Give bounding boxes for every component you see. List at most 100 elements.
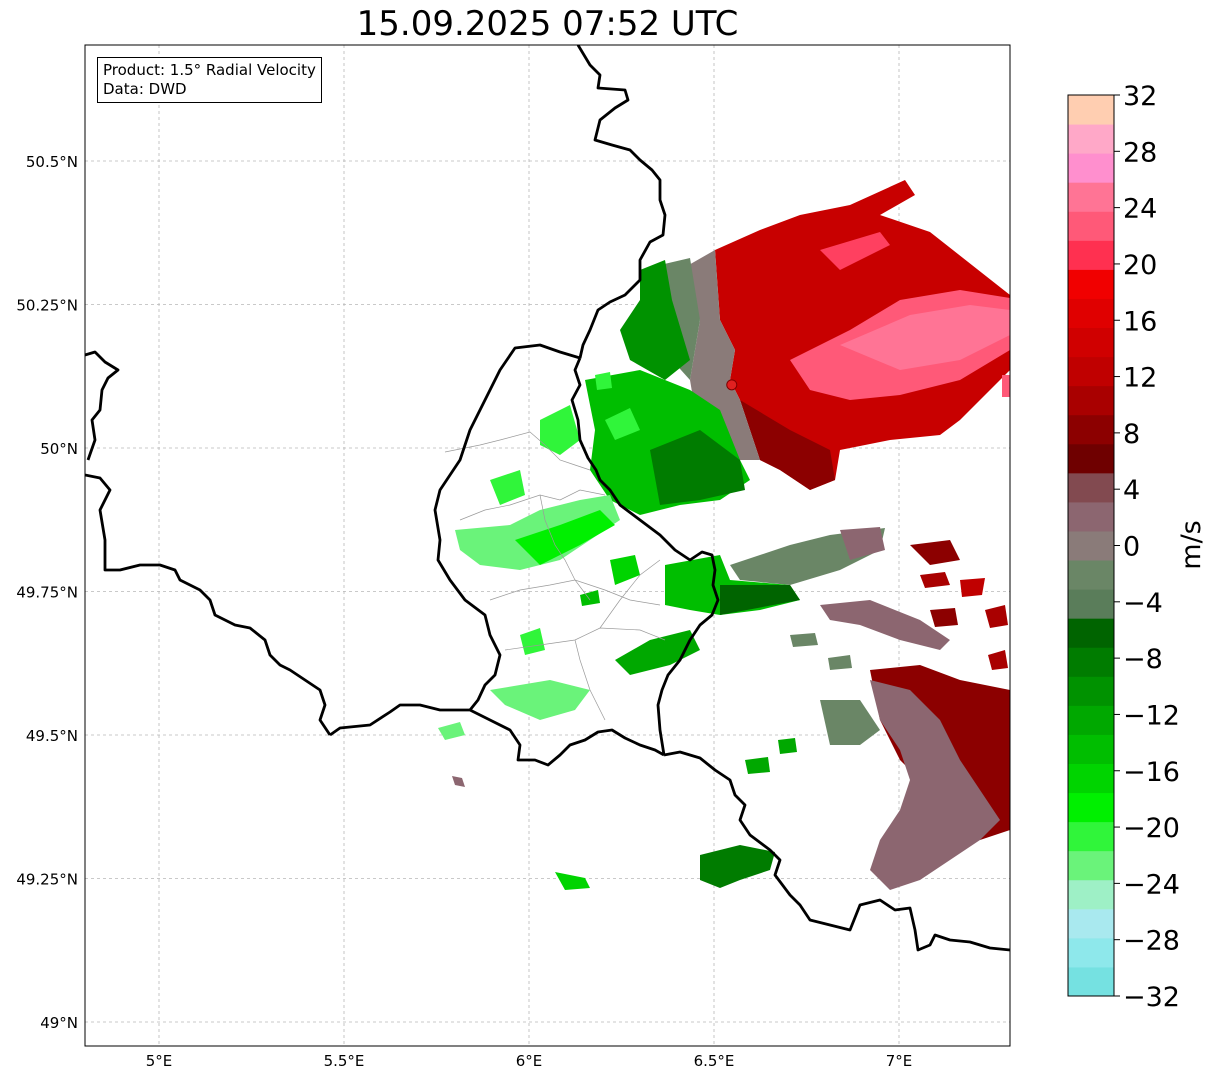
colorbar-band [1068,850,1114,881]
colorbar-band [1068,153,1114,183]
echo-se-grey [870,680,1000,890]
echo-grey-sse-red [840,527,885,560]
lat-tick-label: 49.5°N [26,727,78,745]
lon-tick-label: 6°E [516,1052,543,1070]
lat-tick-label: 49.75°N [16,584,78,602]
echo-approach-ssw [615,630,700,675]
colorbar-band [1068,95,1114,125]
echo-lux-6 [520,628,545,655]
colorbar-band [1068,327,1114,358]
echo-lux-5 [490,680,590,720]
colorbar-tick-label: 20 [1123,250,1157,281]
echo-sm-grey-1 [790,633,818,647]
border-fr-lux [329,703,665,767]
colorbar-band [1068,472,1114,503]
colorbar-band [1068,560,1114,590]
colorbar-band [1068,589,1114,619]
echo-lux-10 [595,372,612,390]
echo-sm-green-1 [745,757,770,774]
colorbar-band [1068,124,1114,154]
border-fr-de [663,750,1010,952]
colorbar-band [1068,763,1114,794]
echo-e-red-6 [930,608,958,627]
border-de-be-north [576,45,667,359]
echo-e-red-5 [988,650,1008,670]
colorbar-band [1068,734,1114,764]
echo-e-grey [820,600,950,650]
border-lux-east [570,357,720,756]
colorbar-band [1068,908,1114,939]
echo-receding-pink-light [840,305,1010,370]
colorbar-tick-label: −20 [1123,813,1180,844]
echo-approach-nw [620,260,690,380]
info-box: Product: 1.5° Radial Velocity Data: DWD [97,57,322,103]
border-be-nl [85,350,120,461]
colorbar-band [1068,501,1114,532]
map-border [84,44,1011,1047]
colorbar-tick-label: −12 [1123,700,1180,731]
map-title: 15.09.2025 07:52 UTC [356,4,739,44]
colorbar-band [1068,414,1114,445]
lon-tick-label: 7°E [886,1052,913,1070]
echo-lux-7 [438,722,465,740]
echo-receding-pink-streak [820,232,890,270]
lon-tick-label: 5.5°E [324,1052,365,1070]
colorbar-tick-label: 0 [1123,532,1140,563]
colorbar-band [1068,269,1114,299]
colorbar-tick-label: −4 [1123,588,1163,619]
colorbar-band [1068,618,1114,648]
colorbar-band [1068,676,1114,706]
colorbar-band [1068,298,1114,329]
echo-sm-grey-2 [828,655,852,670]
data-source-label: Data: DWD [103,80,187,98]
colorbar-band [1068,443,1114,474]
lon-tick-label: 5°E [146,1052,173,1070]
colorbar-tick-label: 4 [1123,475,1140,506]
colorbar-tick-label: −8 [1123,644,1163,675]
echo-approach-s-dark [720,585,800,615]
echo-se-grey-green [820,700,880,745]
colorbar-tick-label: −28 [1123,926,1180,957]
colorbar-tick-label: 32 [1123,81,1157,112]
colorbar-tick-label: −16 [1123,757,1180,788]
echo-small-red-dot [452,776,465,787]
border-fr-be [85,473,332,736]
echo-approach-south-far [700,845,775,888]
colorbar-band [1068,966,1114,997]
latitude-labels: 49°N 49.25°N 49.5°N 49.75°N 50°N 50.25°N 50.5°… [16,153,78,1032]
echo-lux-3-bright [515,510,615,565]
colorbar-ticks: 32 28 24 20 16 12 8 4 0 −4 −8 −12 −16 −20 −24 −28 −32 [1114,81,1180,1013]
echo-receding-ne-dark [740,400,835,490]
echo-e-red-3 [960,578,985,597]
colorbar-band [1068,240,1114,270]
colorbar-tick-label: 12 [1123,363,1157,394]
echo-lux-8 [580,590,600,606]
product-label: Product: 1.5° Radial Velocity [103,61,316,79]
colorbar-band [1068,937,1114,968]
radar-echoes [438,180,1010,890]
colorbar-band [1068,182,1114,212]
colorbar-band [1068,385,1114,416]
colorbar-tick-label: 24 [1123,194,1157,225]
colorbar-tick-label: −32 [1123,982,1180,1013]
colorbar-bands [1068,95,1114,997]
echo-lux-4 [610,555,640,585]
echo-e-red-2 [920,572,950,588]
lat-tick-label: 50.5°N [26,153,78,171]
echo-lux-1 [540,405,580,455]
colorbar-tick-label: −24 [1123,869,1180,900]
echo-sm-green-2 [778,738,797,754]
lat-tick-label: 50°N [40,440,78,458]
country-borders [85,45,1010,952]
echo-e-red [910,540,960,565]
radar-site-marker [726,379,738,391]
longitude-labels: 5°E 5.5°E 6°E 6.5°E 7°E [146,1052,913,1070]
echo-zero-green [660,258,700,380]
colorbar: 32 28 24 20 16 12 8 4 0 −4 −8 −12 −16 −20 −24 −28 −32 m/… [1067,81,1207,1013]
lat-tick-label: 50.25°N [16,297,78,315]
echo-approach-small-1 [555,872,590,890]
echo-e-red-4 [985,605,1008,628]
colorbar-unit-label: m/s [1176,520,1207,569]
colorbar-band [1068,879,1114,910]
echo-lux-2 [490,470,525,505]
